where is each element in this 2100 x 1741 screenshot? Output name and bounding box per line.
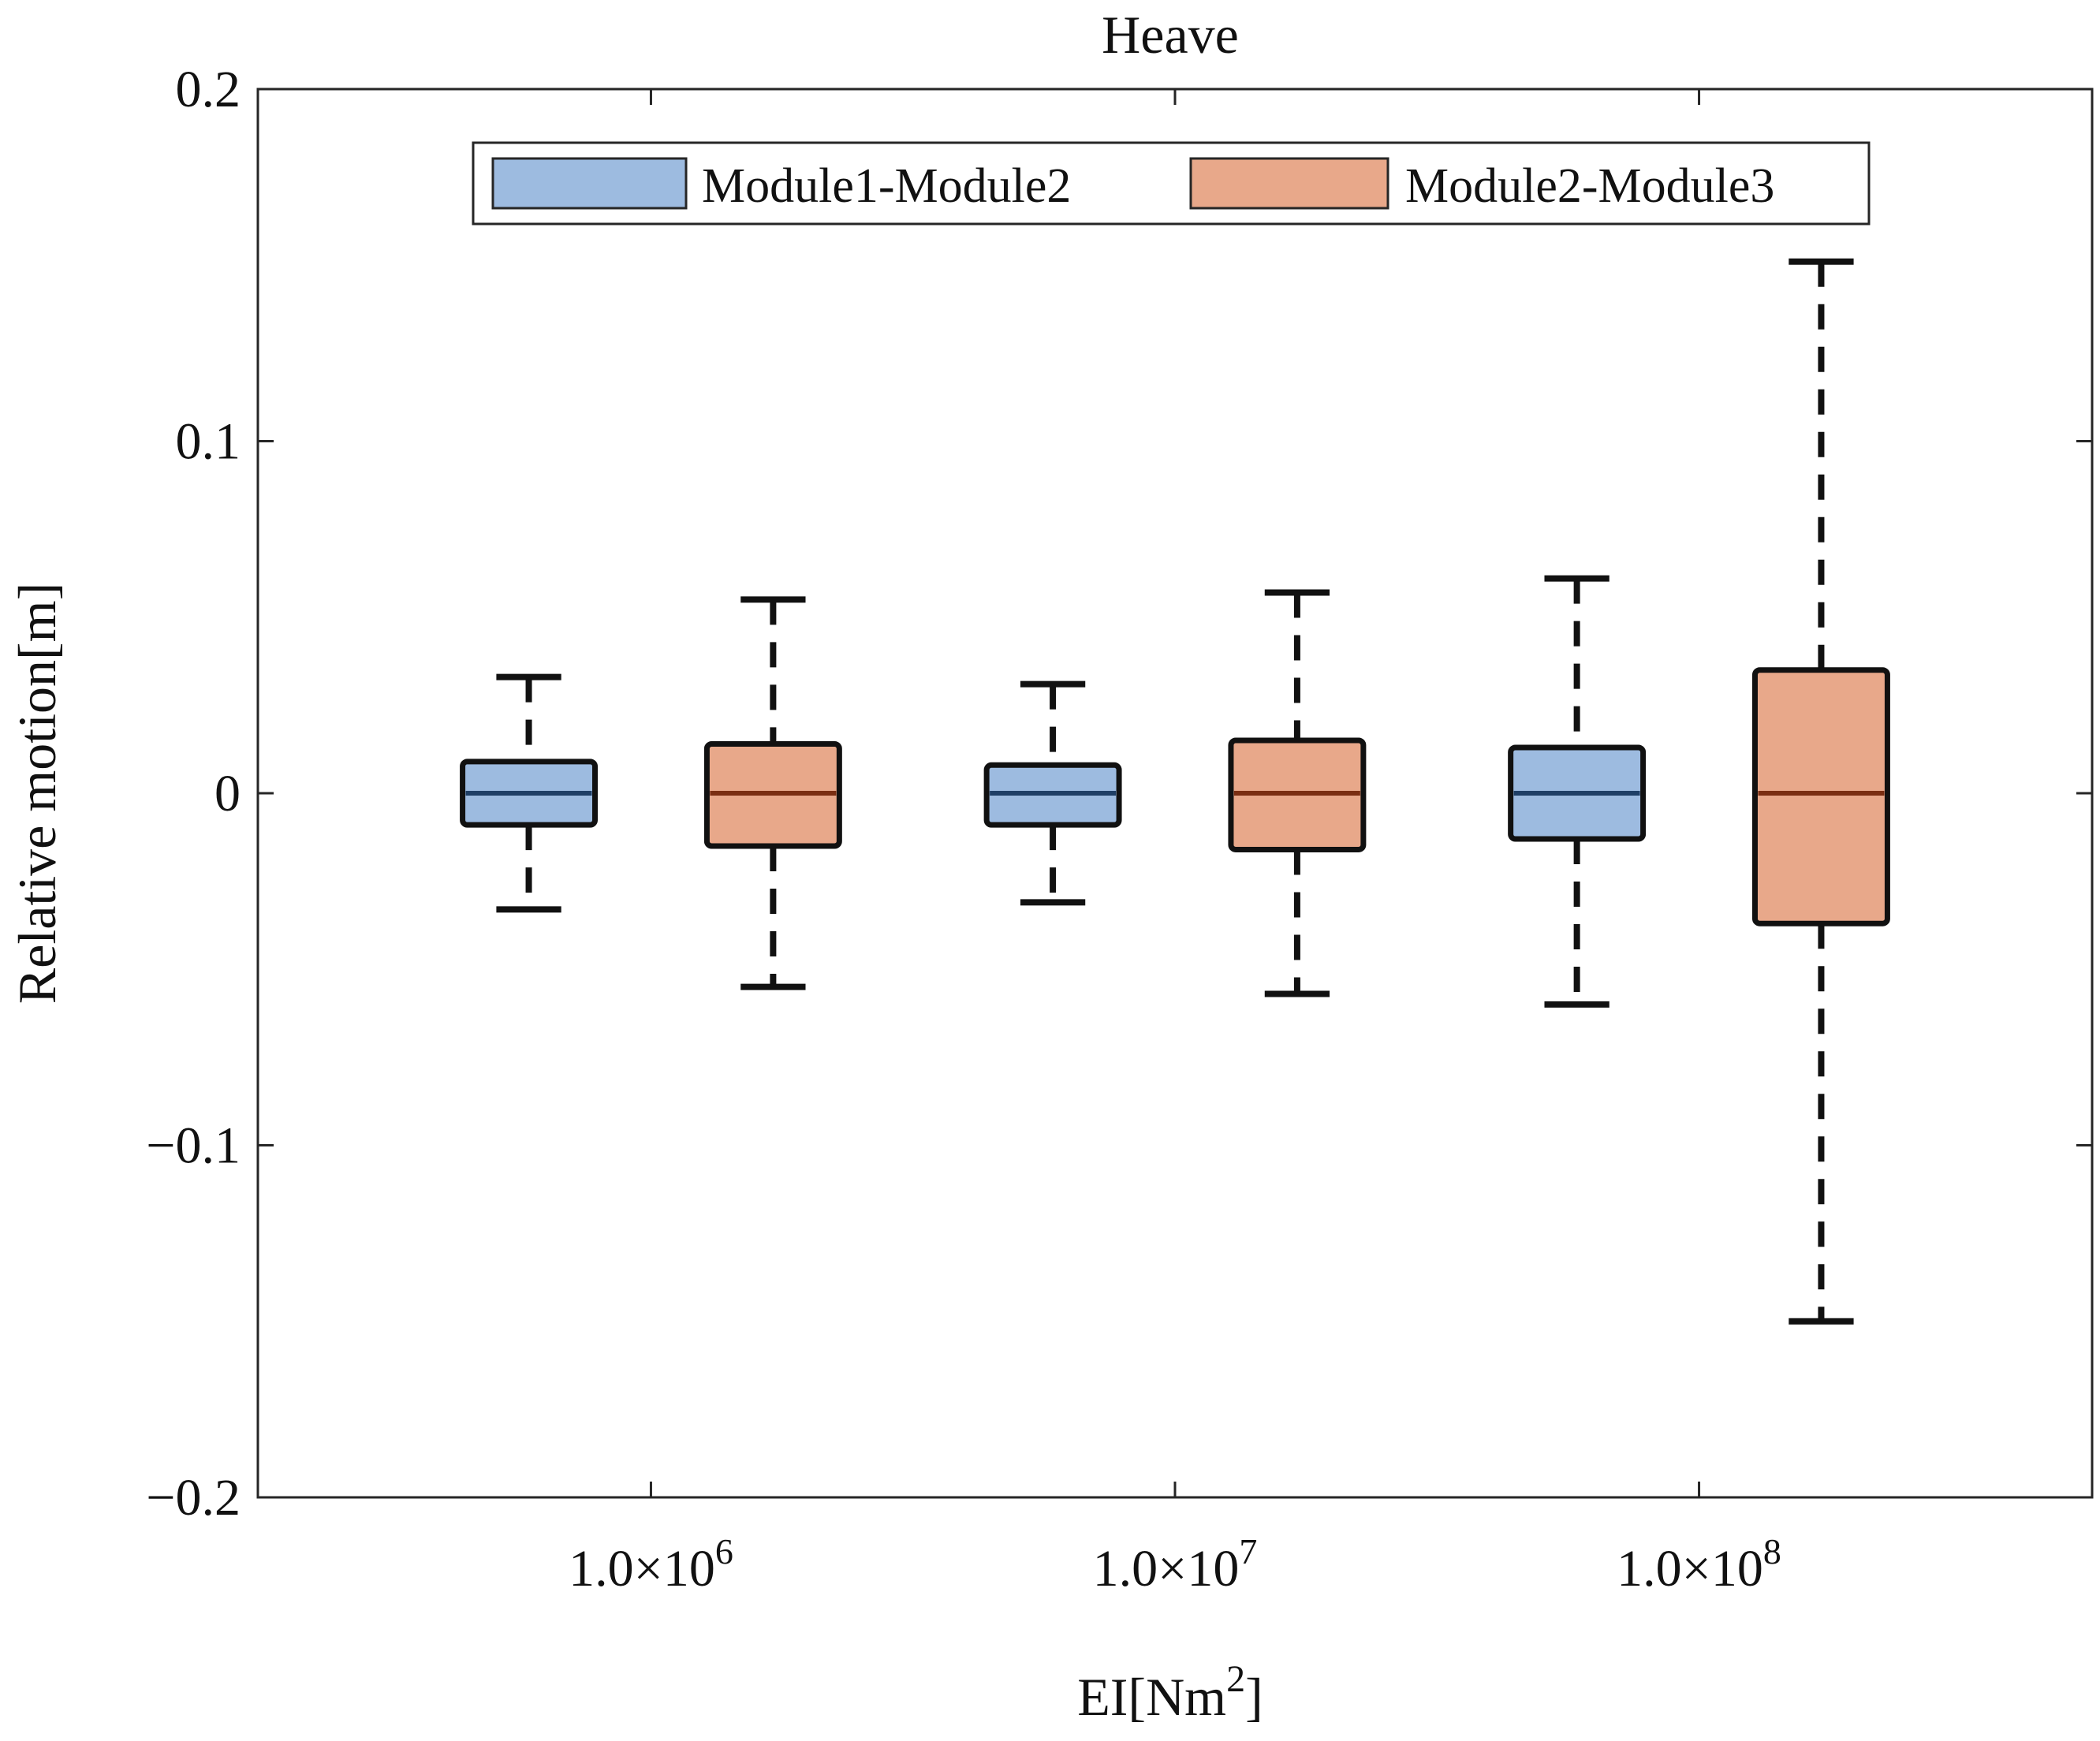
x-tick-label: 1.0×107 bbox=[1093, 1531, 1258, 1597]
y-tick-label: −0.2 bbox=[146, 1469, 241, 1527]
box-module2-module3-0 bbox=[703, 596, 842, 990]
legend-label-module2-module3: Module2-Module3 bbox=[1405, 159, 1774, 213]
legend: Module1-Module2 Module2-Module3 bbox=[472, 141, 1871, 226]
box-module2-module3-1 bbox=[1228, 589, 1367, 997]
x-axis-label-main: EI[Nm bbox=[1077, 1667, 1226, 1727]
y-axis-ticks: −0.2 −0.1 0 0.1 0.2 bbox=[146, 61, 2092, 1527]
y-tick-label: 0.2 bbox=[176, 61, 241, 118]
box-module2-module3-2 bbox=[1751, 258, 1890, 1325]
x-axis-label-end: ] bbox=[1245, 1667, 1263, 1727]
box-series-group bbox=[460, 258, 1890, 1325]
x-axis-label: EI[Nm2] bbox=[1077, 1658, 1263, 1727]
legend-swatch-module2-module3 bbox=[1189, 157, 1389, 210]
box-module1-module2-1 bbox=[983, 680, 1122, 906]
x-tick-label: 1.0×108 bbox=[1617, 1531, 1781, 1597]
chart-title: Heave bbox=[1102, 5, 1239, 65]
x-tick-label: 1.0×106 bbox=[569, 1531, 733, 1597]
x-axis-label-superscript: 2 bbox=[1226, 1658, 1245, 1700]
legend-frame bbox=[472, 141, 1871, 226]
box-module1-module2-0 bbox=[460, 673, 599, 913]
legend-swatch-module1-module2 bbox=[491, 157, 688, 210]
y-tick-label: 0 bbox=[214, 765, 241, 822]
legend-label-module1-module2: Module1-Module2 bbox=[702, 159, 1071, 213]
iqr-box bbox=[1751, 667, 1890, 926]
box-module1-module2-2 bbox=[1508, 575, 1647, 1008]
y-tick-label: −0.1 bbox=[146, 1117, 241, 1175]
x-axis-ticks: 1.0×106 1.0×107 1.0×108 bbox=[569, 89, 1781, 1597]
y-tick-label: 0.1 bbox=[176, 413, 241, 471]
y-axis-label: Relative motion[m] bbox=[7, 583, 67, 1004]
